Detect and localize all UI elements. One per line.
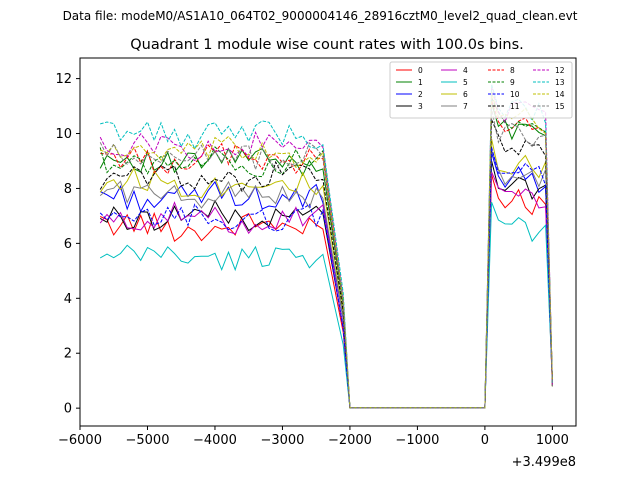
y-tick-label: 12	[55, 72, 72, 87]
series-line-8	[100, 100, 553, 409]
series-line-2	[99, 152, 553, 409]
series-line-11	[99, 119, 553, 409]
x-tick-label: −2000	[328, 433, 372, 448]
legend-label-11: 11	[510, 102, 520, 111]
series-line-7	[99, 149, 553, 409]
legend-label-3: 3	[418, 102, 423, 111]
legend-label-6: 6	[463, 90, 468, 99]
x-tick-label: 1000	[536, 433, 569, 448]
y-tick-label: 0	[64, 402, 72, 417]
x-tick-label: −6000	[58, 433, 102, 448]
legend-label-8: 8	[510, 66, 515, 75]
series-line-4	[99, 171, 553, 409]
legend-label-14: 14	[555, 90, 565, 99]
series-line-15	[99, 108, 553, 409]
y-tick-label: 8	[64, 182, 72, 197]
legend-label-7: 7	[463, 102, 468, 111]
series-line-5	[99, 202, 553, 409]
legend-label-10: 10	[510, 90, 520, 99]
series-line-10	[99, 147, 553, 409]
legend-label-12: 12	[555, 66, 565, 75]
legend-label-1: 1	[418, 78, 423, 87]
x-axis-ticks: −6000 −5000 −4000 −3000 −2000 −1000 0 1000	[58, 426, 569, 448]
legend-label-4: 4	[463, 66, 468, 75]
legend-label-5: 5	[463, 78, 468, 87]
x-tick-label: −3000	[260, 433, 304, 448]
y-axis-ticks: 0 2 4 6 8 10 12	[55, 72, 80, 417]
x-tick-label: 0	[481, 433, 489, 448]
plot-frame	[79, 57, 577, 427]
y-tick-label: 6	[64, 237, 72, 252]
legend-label-9: 9	[510, 78, 515, 87]
legend-frame	[389, 61, 573, 119]
y-tick-label: 10	[55, 127, 72, 142]
y-tick-label: 2	[64, 347, 72, 362]
y-tick-label: 4	[64, 292, 72, 307]
series-line-0	[99, 174, 553, 409]
x-tick-label: −5000	[125, 433, 169, 448]
figure-suptitle: Data file: modeM0/AS1A10_064T02_90000041…	[63, 9, 578, 23]
x-tick-label: −4000	[193, 433, 237, 448]
legend-label-0: 0	[418, 66, 423, 75]
chart-title: Quadrant 1 module wise count rates with …	[130, 37, 524, 53]
x-tick-label: −1000	[395, 433, 439, 448]
legend-label-2: 2	[418, 90, 423, 99]
x-offset-label: +3.499e8	[512, 455, 576, 470]
legend-label-15: 15	[555, 102, 565, 111]
legend-label-13: 13	[555, 78, 565, 87]
series-line-14	[100, 92, 553, 409]
